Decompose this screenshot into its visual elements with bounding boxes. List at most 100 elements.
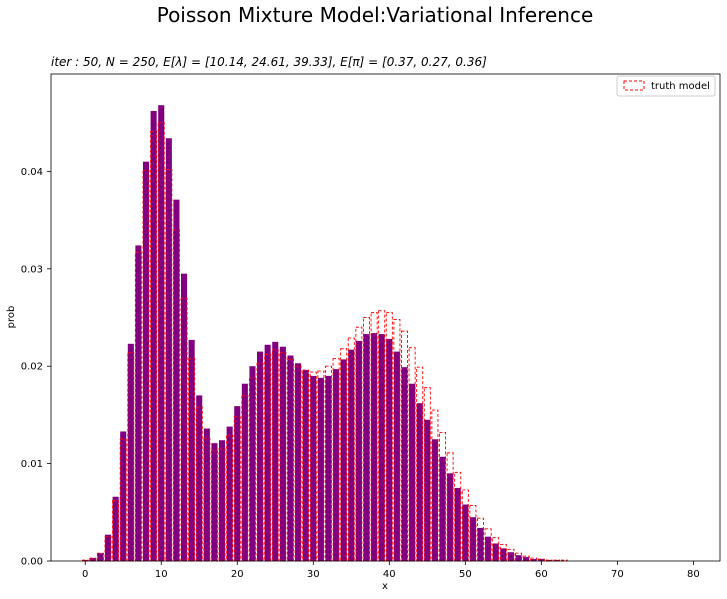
y-tick-label: 0.04 [21, 167, 43, 178]
x-tick-label: 20 [231, 569, 244, 580]
x-tick-label: 70 [611, 569, 624, 580]
x-tick-label: 0 [82, 569, 88, 580]
bar [515, 555, 522, 561]
legend-swatch-truth-model [623, 80, 645, 91]
bar [249, 366, 256, 561]
bar [188, 339, 195, 561]
bar [462, 504, 469, 561]
axes-frame [50, 73, 721, 562]
bar [89, 558, 96, 561]
bar [112, 496, 119, 561]
bar [431, 439, 438, 561]
bar [348, 349, 355, 561]
bar [545, 560, 552, 561]
bar [158, 105, 165, 561]
bar [203, 428, 210, 561]
x-tick-label: 10 [155, 569, 168, 580]
bar [173, 199, 180, 561]
bar [340, 359, 347, 561]
bar [553, 560, 560, 561]
bar [104, 534, 112, 561]
bar [219, 440, 226, 561]
bar [211, 443, 218, 561]
chart-suptitle: Poisson Mixture Model:Variational Infere… [157, 3, 594, 27]
y-tick-label: 0.01 [21, 459, 43, 470]
bar [317, 377, 324, 561]
chart-title: iter : 50, N = 250, E[λ] = [10.14, 24.61… [51, 55, 487, 69]
y-axis-label: prob [6, 306, 17, 329]
bar [363, 334, 370, 561]
truth-bar [401, 330, 408, 562]
bar [97, 553, 104, 561]
y-axis: 0.00 0.01 0.02 0.03 0.04 [21, 167, 51, 568]
bar [523, 557, 530, 561]
bar [287, 355, 294, 561]
bar [196, 395, 203, 561]
bar [135, 245, 142, 561]
bar [378, 334, 385, 561]
bar [485, 536, 492, 561]
truth-bar [241, 394, 249, 562]
bar [371, 333, 378, 561]
x-tick-label: 30 [307, 569, 320, 580]
truth-bar [317, 370, 325, 562]
x-axis: 0 10 20 30 40 50 60 70 80 [82, 561, 700, 580]
bar [416, 403, 423, 561]
bar [447, 473, 454, 561]
bar [257, 351, 264, 561]
truth-bar [226, 434, 234, 562]
x-tick-label: 60 [535, 569, 548, 580]
bar [180, 273, 188, 561]
legend-label-truth-model: truth model [651, 81, 710, 92]
bar [82, 560, 89, 561]
x-tick-label: 40 [383, 569, 396, 580]
bar [325, 375, 332, 561]
bar [393, 351, 400, 561]
truth-bar [142, 169, 150, 562]
x-tick-label: 80 [687, 569, 700, 580]
bar [401, 367, 408, 561]
bar [507, 552, 514, 561]
bar [333, 369, 340, 561]
bar [302, 370, 309, 561]
bar [142, 161, 150, 561]
bar [272, 341, 279, 561]
bar [226, 426, 233, 561]
truth-bar [378, 310, 386, 562]
bar [234, 406, 241, 561]
bar [500, 548, 507, 561]
bar [439, 456, 446, 561]
y-tick-label: 0.03 [21, 264, 43, 275]
bar [409, 383, 416, 561]
bar [424, 419, 431, 561]
bar [355, 340, 362, 561]
x-axis-label: x [382, 581, 388, 592]
bar [492, 543, 499, 561]
bar [310, 375, 317, 561]
x-tick-label: 50 [459, 569, 472, 580]
bar [150, 111, 157, 562]
legend: truth model [616, 75, 716, 97]
bar [120, 431, 127, 561]
bar [165, 138, 172, 561]
bar [295, 363, 302, 561]
bar [264, 344, 271, 561]
bar [386, 338, 393, 561]
bar [241, 383, 248, 561]
truth-bar [210, 450, 218, 562]
truth-bar [469, 505, 477, 562]
bar [477, 527, 484, 561]
bar [127, 343, 134, 561]
bar [469, 517, 476, 561]
truth-bar [309, 371, 317, 562]
bar [530, 559, 537, 561]
bar [279, 346, 286, 561]
truth-bar [112, 500, 120, 562]
plot-area [82, 105, 560, 562]
truth-bar [150, 131, 158, 562]
bar [454, 487, 461, 561]
bar [538, 559, 545, 561]
y-tick-label: 0.02 [21, 362, 43, 373]
y-tick-label: 0.00 [21, 557, 43, 568]
